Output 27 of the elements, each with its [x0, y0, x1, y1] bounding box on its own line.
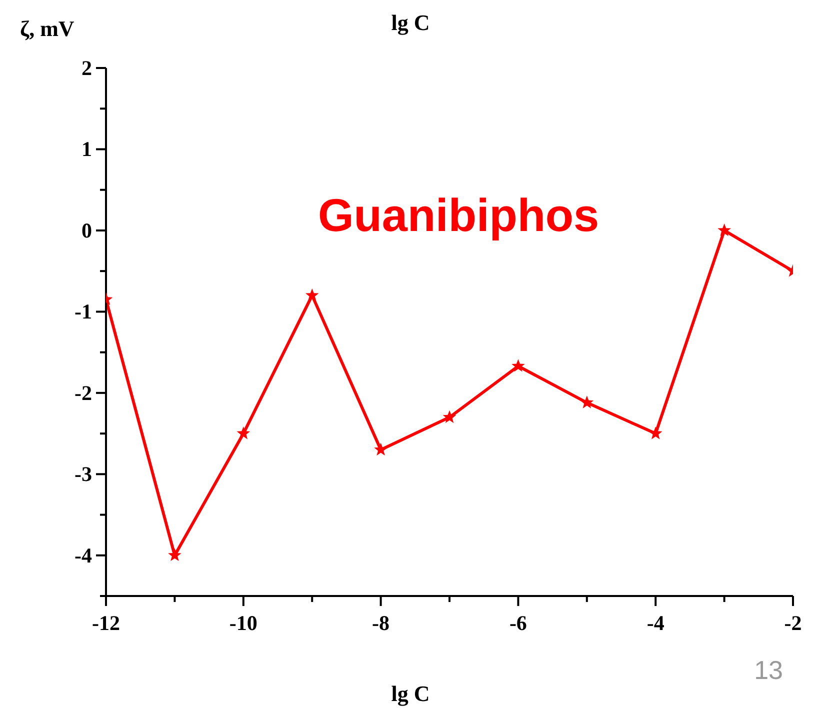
y-tick-label: 0 [82, 218, 92, 242]
y-axis-title: ζ, mV [20, 16, 74, 42]
chart-title: lg C [391, 10, 430, 35]
y-tick-label: 1 [82, 137, 92, 162]
y-tick-label: 2 [82, 56, 92, 80]
y-tick-label: -2 [74, 380, 92, 405]
y-tick-label: -3 [74, 462, 92, 486]
x-tick-label: -4 [646, 611, 665, 635]
point [580, 396, 594, 408]
text: 13 [754, 655, 783, 686]
y-tick-label: -4 [74, 543, 92, 568]
point [305, 288, 319, 302]
point [442, 410, 456, 423]
x-tick-label: -10 [229, 611, 258, 635]
x-tick-label: -8 [372, 611, 390, 635]
x-tick-label: -12 [92, 611, 120, 635]
point [168, 548, 182, 562]
x-tick-label: -2 [784, 611, 802, 635]
point [648, 426, 662, 440]
y-tick-label: -1 [74, 300, 92, 324]
point [236, 426, 250, 440]
point [512, 359, 525, 372]
point [374, 442, 388, 456]
point [718, 223, 731, 236]
annotation: Guanibiphos [318, 188, 600, 242]
x-axis-title: lg C [391, 681, 430, 706]
x-tick-label: -6 [509, 611, 527, 635]
